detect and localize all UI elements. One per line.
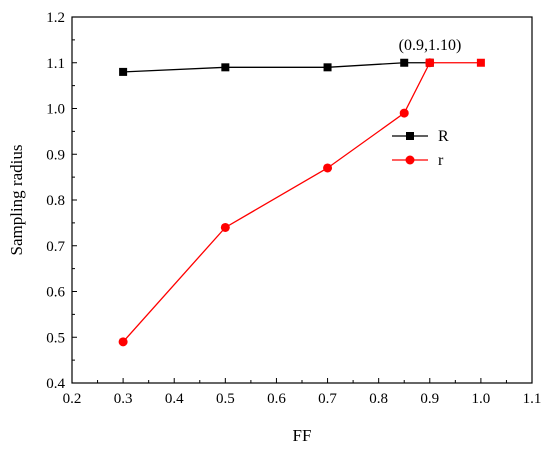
series-R-point bbox=[119, 67, 128, 76]
y-tick-label: 0.6 bbox=[46, 285, 65, 301]
x-tick-label: 0.7 bbox=[318, 391, 337, 407]
y-tick-label: 1.1 bbox=[46, 56, 65, 72]
y-tick-label: 0.9 bbox=[46, 147, 65, 163]
series-R-point bbox=[400, 58, 409, 67]
y-tick-label: 1.2 bbox=[46, 10, 65, 26]
y-tick-label: 0.7 bbox=[46, 239, 65, 255]
series-r-point bbox=[399, 108, 409, 118]
legend: R r bbox=[392, 128, 449, 169]
series-R-line bbox=[123, 62, 430, 73]
x-axis-title: FF bbox=[293, 426, 312, 445]
x-tick-label: 0.2 bbox=[63, 391, 82, 407]
series-r-point bbox=[118, 337, 128, 347]
y-tick-label: 0.8 bbox=[46, 193, 65, 209]
legend-item-r: r bbox=[392, 152, 444, 169]
x-tick-label: 0.9 bbox=[420, 391, 439, 407]
y-tick-label: 0.5 bbox=[46, 330, 65, 346]
series-r-point bbox=[220, 222, 230, 232]
x-tick-label: 0.8 bbox=[369, 391, 388, 407]
axis-ticks: 0.2 0.3 0.4 0.5 0.6 0.7 0.8 0.9 1.0 1.1 0.4 0.5 0.6 0… bbox=[46, 10, 541, 407]
x-tick-label: 0.4 bbox=[165, 391, 184, 407]
annotation-label: (0.9,1.10) bbox=[399, 37, 462, 54]
series-R-point bbox=[221, 63, 230, 72]
x-tick-label: 1.0 bbox=[472, 391, 491, 407]
y-tick-label: 1.0 bbox=[46, 102, 65, 118]
legend-marker-r bbox=[405, 155, 415, 165]
series-r-extension-point bbox=[476, 58, 485, 67]
legend-label-R: R bbox=[438, 128, 449, 145]
x-tick-label: 1.1 bbox=[523, 391, 542, 407]
legend-item-R: R bbox=[392, 128, 449, 145]
x-tick-label: 0.3 bbox=[114, 391, 133, 407]
series-r-point bbox=[323, 163, 333, 173]
series-R-point bbox=[323, 63, 332, 72]
y-tick-label: 0.4 bbox=[46, 376, 65, 392]
plot-frame bbox=[71, 16, 533, 384]
series-r-extension-point bbox=[425, 58, 434, 67]
series-layer bbox=[118, 58, 485, 347]
x-tick-label: 0.5 bbox=[216, 391, 235, 407]
legend-marker-R bbox=[406, 132, 414, 140]
y-axis-title: Sampling radius bbox=[7, 145, 26, 256]
x-tick-label: 0.6 bbox=[267, 391, 286, 407]
series-r-line bbox=[122, 62, 431, 343]
legend-label-r: r bbox=[438, 152, 444, 169]
